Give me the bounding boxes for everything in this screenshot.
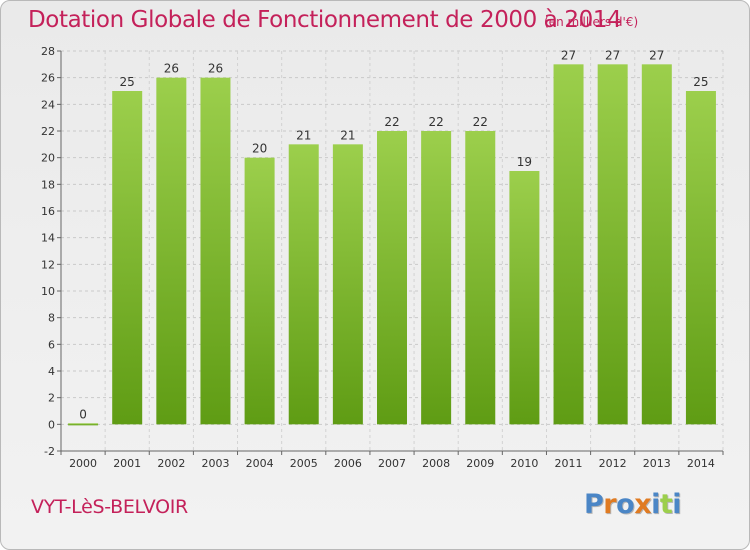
bars xyxy=(68,64,716,426)
bar-2009[interactable] xyxy=(465,131,496,425)
data-label-2014: 25 xyxy=(693,75,708,89)
x-tick-label-2003: 2003 xyxy=(201,457,229,470)
data-label-2000: 0 xyxy=(79,407,87,421)
y-tick-label: 8 xyxy=(48,312,55,325)
x-tick-label-2009: 2009 xyxy=(466,457,494,470)
y-tick-label: 16 xyxy=(41,205,55,218)
x-tick-label-2008: 2008 xyxy=(422,457,450,470)
x-tick-label-2013: 2013 xyxy=(643,457,671,470)
bar-2004[interactable] xyxy=(244,157,275,425)
x-tick-label-2012: 2012 xyxy=(599,457,627,470)
data-label-2001: 25 xyxy=(120,75,135,89)
x-tick-label-2001: 2001 xyxy=(113,457,141,470)
y-tick-label: 28 xyxy=(41,45,55,58)
bar-2003[interactable] xyxy=(200,77,231,425)
x-tick-label-2014: 2014 xyxy=(687,457,715,470)
x-tick-label-2000: 2000 xyxy=(69,457,97,470)
y-tick-label: 4 xyxy=(48,365,55,378)
y-tick-label: 0 xyxy=(48,418,55,431)
y-tick-label: 26 xyxy=(41,72,55,85)
bar-2013[interactable] xyxy=(641,64,672,425)
bar-2001[interactable] xyxy=(112,91,143,425)
logo-letter: i xyxy=(651,489,660,520)
y-tick-label: 20 xyxy=(41,152,55,165)
logo-letter: t xyxy=(659,489,673,520)
chart-title: Dotation Globale de Fonctionnement de 20… xyxy=(28,7,622,33)
data-label-2012: 27 xyxy=(605,48,620,62)
y-tick-label: 24 xyxy=(41,98,55,111)
data-label-2006: 21 xyxy=(340,128,355,142)
y-tick-label: 12 xyxy=(41,258,55,271)
data-label-2008: 22 xyxy=(428,115,443,129)
logo-letter: x xyxy=(634,489,652,520)
y-tick-label: 6 xyxy=(48,338,55,351)
x-tick-label-2005: 2005 xyxy=(290,457,318,470)
y-tick-label: 14 xyxy=(41,232,55,245)
bar-2007[interactable] xyxy=(377,131,407,425)
bar-2008[interactable] xyxy=(421,131,452,425)
logo-letter: P xyxy=(584,489,604,520)
logo-letter: o xyxy=(616,489,635,520)
data-label-2007: 22 xyxy=(384,115,399,129)
y-tick-label: 2 xyxy=(48,392,55,405)
bar-2010[interactable] xyxy=(509,171,540,425)
bar-2002[interactable] xyxy=(156,77,187,425)
logo-letter: r xyxy=(603,489,617,520)
data-label-2003: 26 xyxy=(208,62,223,76)
y-tick-label: 18 xyxy=(41,178,55,191)
data-label-2004: 20 xyxy=(252,142,267,156)
y-tick-label: -2 xyxy=(44,445,55,458)
bar-2014[interactable] xyxy=(685,91,716,425)
data-label-2002: 26 xyxy=(164,62,179,76)
x-tick-label-2010: 2010 xyxy=(510,457,538,470)
data-label-2013: 27 xyxy=(649,48,664,62)
bar-2011[interactable] xyxy=(553,64,584,425)
bar-2012[interactable] xyxy=(597,64,628,425)
bar-2000[interactable] xyxy=(68,423,99,426)
bar-2006[interactable] xyxy=(332,144,363,425)
data-label-2010: 19 xyxy=(517,155,532,169)
data-label-2005: 21 xyxy=(296,128,311,142)
x-tick-label-2004: 2004 xyxy=(246,457,274,470)
commune-name: VYT-LèS-BELVOIR xyxy=(31,496,188,518)
data-label-2011: 27 xyxy=(561,48,576,62)
bar-2005[interactable] xyxy=(288,144,319,425)
y-tick-label: 10 xyxy=(41,285,55,298)
logo-letter: i xyxy=(672,489,682,520)
chart-subtitle: (en milliers d'€) xyxy=(544,15,639,29)
data-labels: 0 25 26 26 20 21 21 22 22 22 19 27 27 27 25 xyxy=(79,48,708,421)
x-tick-label-2006: 2006 xyxy=(334,457,362,470)
data-label-2009: 22 xyxy=(473,115,488,129)
y-tick-label: 22 xyxy=(41,125,55,138)
proxiti-logo[interactable]: Proxiti xyxy=(584,489,682,520)
x-tick-label-2002: 2002 xyxy=(157,457,185,470)
x-tick-label-2011: 2011 xyxy=(555,457,583,470)
x-tick-label-2007: 2007 xyxy=(378,457,406,470)
